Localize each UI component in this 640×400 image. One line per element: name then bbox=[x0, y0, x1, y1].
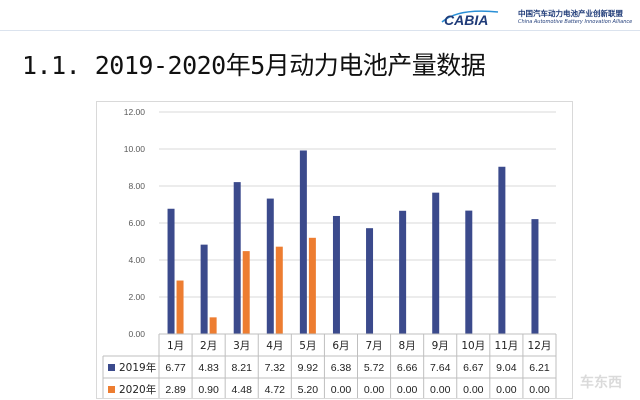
x-tick-label: 4月 bbox=[266, 340, 283, 352]
bar-2019 bbox=[432, 192, 440, 334]
page-title: 1.1. 2019-2020年5月动力电池产量数据 bbox=[22, 51, 486, 80]
data-label: 4.83 bbox=[198, 362, 219, 374]
data-label: 6.67 bbox=[463, 362, 484, 374]
bar-2020 bbox=[176, 280, 184, 334]
x-tick-label: 2月 bbox=[200, 340, 217, 352]
x-tick-label: 6月 bbox=[332, 340, 349, 352]
data-label: 0.00 bbox=[496, 384, 517, 396]
cabia-logo-icon: CABIA bbox=[441, 10, 499, 28]
x-tick-label: 10月 bbox=[461, 340, 485, 352]
data-label: 0.00 bbox=[529, 384, 550, 396]
chart-container: 0.00 2.00 4.00 6.00 8.00 10.00 12.00 1月 2月 3月 4月 5月… bbox=[96, 101, 573, 399]
y-tick-label: 4.00 bbox=[128, 255, 145, 265]
data-label: 4.48 bbox=[231, 384, 252, 396]
x-tick-label: 7月 bbox=[365, 340, 382, 352]
data-label: 9.92 bbox=[298, 362, 319, 374]
bar-2020 bbox=[275, 246, 283, 334]
bar-2019 bbox=[366, 228, 374, 334]
header-divider bbox=[0, 30, 640, 31]
x-tick-label: 1月 bbox=[167, 340, 184, 352]
data-label: 6.21 bbox=[529, 362, 550, 374]
org-name-cn: 中国汽车动力电池产业创新联盟 bbox=[518, 9, 623, 18]
x-tick-label: 8月 bbox=[399, 340, 416, 352]
data-label: 0.90 bbox=[198, 384, 219, 396]
data-label: 7.64 bbox=[430, 362, 451, 374]
data-label: 0.00 bbox=[364, 384, 385, 396]
bar-2019 bbox=[332, 215, 340, 334]
header-logo: CABIA 中国汽车动力电池产业创新联盟 China Automotive Ba… bbox=[438, 6, 638, 30]
legend-label: 2020年 bbox=[119, 383, 156, 396]
y-tick-label: 0.00 bbox=[128, 329, 145, 339]
bar-2019 bbox=[200, 244, 208, 334]
y-tick-label: 8.00 bbox=[128, 181, 145, 191]
bar-chart: 0.00 2.00 4.00 6.00 8.00 10.00 12.00 1月 2月 3月 4月 5月… bbox=[102, 107, 557, 398]
y-tick-label: 2.00 bbox=[128, 292, 145, 302]
legend-label: 2019年 bbox=[119, 361, 156, 374]
data-label: 0.00 bbox=[463, 384, 484, 396]
bar-2019 bbox=[167, 208, 175, 334]
bar-2019 bbox=[233, 182, 241, 334]
x-tick-label: 9月 bbox=[432, 340, 449, 352]
data-label: 2.89 bbox=[165, 384, 186, 396]
legend-swatch-2019 bbox=[108, 364, 115, 371]
data-label: 9.04 bbox=[496, 362, 517, 374]
data-label: 7.32 bbox=[265, 362, 286, 374]
data-label: 0.00 bbox=[430, 384, 451, 396]
data-label: 5.20 bbox=[298, 384, 319, 396]
x-tick-label: 5月 bbox=[299, 340, 316, 352]
org-name-en: China Automotive Battery Innovation Alli… bbox=[518, 19, 633, 25]
bar-2020 bbox=[209, 317, 217, 334]
data-label: 6.66 bbox=[397, 362, 418, 374]
legend-swatch-2020 bbox=[108, 386, 115, 393]
data-label: 8.21 bbox=[231, 362, 252, 374]
bar-2019 bbox=[531, 219, 539, 334]
data-label: 6.38 bbox=[331, 362, 352, 374]
data-label: 5.72 bbox=[364, 362, 385, 374]
data-label: 6.77 bbox=[165, 362, 186, 374]
bar-2020 bbox=[308, 237, 316, 334]
bar-2019 bbox=[498, 166, 506, 334]
watermark: 车东西 bbox=[580, 375, 622, 391]
data-label: 0.00 bbox=[331, 384, 352, 396]
y-tick-label: 6.00 bbox=[128, 218, 145, 228]
x-tick-label: 12月 bbox=[528, 340, 552, 352]
bar-2019 bbox=[299, 150, 307, 334]
bar-2019 bbox=[266, 198, 274, 334]
x-tick-label: 3月 bbox=[233, 340, 250, 352]
data-label: 0.00 bbox=[397, 384, 418, 396]
y-tick-label: 10.00 bbox=[124, 144, 146, 154]
bar-2019 bbox=[399, 210, 407, 334]
y-tick-label: 12.00 bbox=[124, 107, 146, 117]
bar-2019 bbox=[465, 210, 473, 334]
logo-text: CABIA bbox=[444, 12, 488, 28]
bar-2020 bbox=[242, 251, 250, 334]
data-label: 4.72 bbox=[265, 384, 286, 396]
x-tick-label: 11月 bbox=[494, 340, 518, 352]
